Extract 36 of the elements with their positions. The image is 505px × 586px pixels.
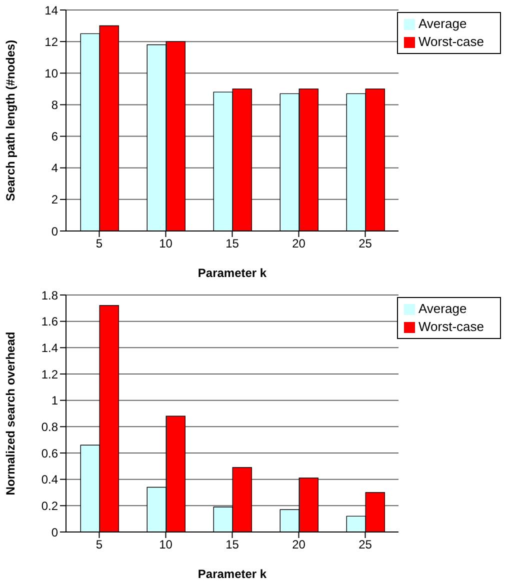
x-tick-label: 20 bbox=[292, 236, 306, 251]
y-tick-label: 1.2 bbox=[41, 367, 58, 382]
y-tick-label: 0.8 bbox=[41, 420, 58, 434]
y-tick-label: 0 bbox=[51, 224, 58, 238]
legend-label: Worst-case bbox=[418, 34, 484, 49]
y-axis-title: Normalized search overhead bbox=[3, 332, 18, 496]
x-tick-label: 25 bbox=[358, 538, 372, 552]
x-tick-label: 10 bbox=[159, 538, 173, 552]
legend-label: Average bbox=[418, 301, 467, 316]
y-tick-label: 1.4 bbox=[41, 340, 58, 355]
y-tick-label: 2 bbox=[51, 192, 58, 207]
y-tick-label: 0.2 bbox=[41, 498, 58, 513]
x-tick-label: 5 bbox=[96, 236, 103, 251]
y-tick-label: 1.6 bbox=[41, 314, 58, 329]
y-tick-label: 4 bbox=[51, 161, 58, 176]
y-tick-label: 0.6 bbox=[41, 446, 58, 460]
y-tick-label: 10 bbox=[44, 66, 58, 80]
x-tick-label: 10 bbox=[159, 236, 173, 251]
y-tick-label: 0.4 bbox=[41, 472, 58, 487]
y-tick-label: 0 bbox=[51, 525, 58, 540]
x-axis-title: Parameter k bbox=[198, 266, 267, 280]
x-tick-label: 20 bbox=[292, 538, 306, 552]
y-tick-label: 14 bbox=[44, 3, 58, 18]
legend-label: Average bbox=[418, 16, 467, 31]
x-tick-label: 5 bbox=[96, 538, 103, 552]
x-tick-label: 25 bbox=[358, 236, 372, 251]
y-tick-label: 1 bbox=[51, 394, 58, 408]
x-tick-label: 15 bbox=[226, 236, 240, 251]
legend-label: Worst-case bbox=[418, 319, 484, 334]
x-axis-title: Parameter k bbox=[198, 567, 267, 581]
y-tick-label: 12 bbox=[44, 34, 58, 49]
y-tick-label: 6 bbox=[51, 130, 58, 144]
y-axis-title: Search path length (#nodes) bbox=[3, 40, 18, 202]
y-tick-label: 1.8 bbox=[41, 288, 58, 302]
y-tick-label: 8 bbox=[51, 98, 58, 112]
x-tick-label: 15 bbox=[226, 538, 240, 552]
